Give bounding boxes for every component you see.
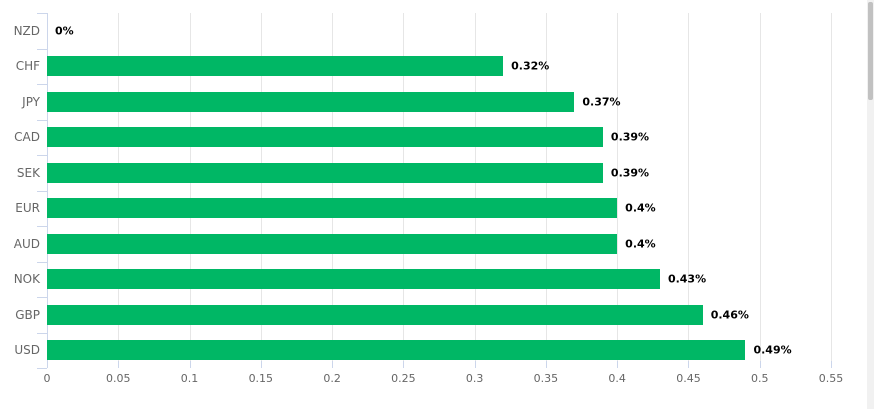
bar-sek[interactable] [47, 162, 603, 183]
y-axis-tick [37, 226, 47, 227]
x-axis-tick [617, 361, 619, 368]
gridline [545, 13, 547, 368]
y-axis-label-nok: NOK [13, 272, 40, 287]
bar-chf[interactable] [47, 56, 504, 77]
gridline [617, 13, 619, 368]
vertical-scrollbar[interactable] [867, 0, 874, 409]
bar-gbp[interactable] [47, 304, 703, 325]
gridline [189, 13, 191, 368]
x-axis-tick [688, 361, 690, 368]
x-axis-tick [545, 361, 547, 368]
bar-value-label: 0.46% [710, 308, 749, 322]
bar-value-label: 0.37% [582, 95, 621, 109]
bar-cad[interactable] [47, 127, 603, 148]
bar-aud[interactable] [47, 233, 618, 254]
x-axis-label: 0.15 [248, 372, 274, 385]
x-axis-label: 0.4 [608, 372, 626, 385]
y-axis-label-usd: USD [14, 343, 40, 358]
y-axis-label-nzd: NZD [13, 23, 40, 38]
y-axis-tick [37, 84, 47, 85]
x-axis-label: 0.5 [750, 372, 769, 385]
y-axis-tick [37, 190, 47, 192]
gridline [759, 13, 761, 368]
x-axis-label: 0.3 [465, 372, 484, 385]
gridline [332, 13, 334, 368]
bar-value-label: 0.49% [753, 343, 792, 357]
bar-value-label: 0.39% [610, 130, 650, 144]
y-axis-tick [37, 297, 47, 298]
y-axis-label-aud: AUD [13, 236, 40, 251]
x-axis-tick [332, 361, 334, 368]
bar-usd[interactable] [47, 340, 746, 361]
bar-nok[interactable] [47, 269, 660, 290]
y-axis-label-eur: EUR [15, 201, 40, 216]
x-axis-tick [47, 361, 48, 368]
y-axis-tick [37, 48, 47, 50]
gridline [831, 13, 832, 368]
y-axis-tick [37, 13, 47, 14]
bar-jpy[interactable] [47, 91, 575, 112]
y-axis-label-gbp: GBP [15, 307, 40, 322]
gridline [403, 13, 405, 368]
x-axis-label: 0.1 [180, 372, 199, 385]
y-axis-tick [37, 332, 47, 334]
bar-value-label: 0% [55, 24, 74, 38]
x-axis-tick [260, 361, 262, 368]
x-axis-tick [403, 361, 405, 368]
bar-value-label: 0.32% [511, 59, 550, 73]
bar-value-label: 0.4% [625, 237, 656, 251]
y-axis-tick [37, 368, 47, 369]
x-axis-label: 0.55 [818, 372, 844, 385]
bar-value-label: 0.4% [625, 201, 656, 215]
y-axis-label-cad: CAD [14, 130, 40, 145]
x-axis-tick [474, 361, 476, 368]
y-axis-line [47, 13, 48, 368]
x-axis-label: 0.45 [676, 372, 701, 385]
y-axis-label-jpy: JPY [22, 94, 40, 109]
y-axis-tick [37, 119, 47, 121]
gridline [118, 13, 120, 368]
y-axis-tick [37, 261, 47, 263]
x-axis-tick [759, 361, 761, 368]
y-axis-label-chf: CHF [15, 59, 40, 74]
scrollbar-thumb[interactable] [868, 2, 873, 100]
x-axis-tick [831, 361, 832, 368]
bar-eur[interactable] [47, 198, 618, 219]
y-axis-tick [37, 155, 47, 156]
x-axis-label: 0.05 [106, 372, 131, 385]
x-axis-tick [189, 361, 191, 368]
bar-value-label: 0.43% [667, 272, 707, 286]
gridline [260, 13, 262, 368]
gridline [688, 13, 690, 368]
y-axis-label-sek: SEK [16, 165, 40, 180]
bar-value-label: 0.39% [610, 166, 650, 180]
x-axis-label: 0 [43, 372, 51, 385]
x-axis-label: 0.35 [533, 372, 559, 385]
gridline [474, 13, 476, 368]
x-axis-label: 0.2 [323, 372, 341, 385]
x-axis-tick [118, 361, 120, 368]
x-axis-label: 0.25 [391, 372, 416, 385]
